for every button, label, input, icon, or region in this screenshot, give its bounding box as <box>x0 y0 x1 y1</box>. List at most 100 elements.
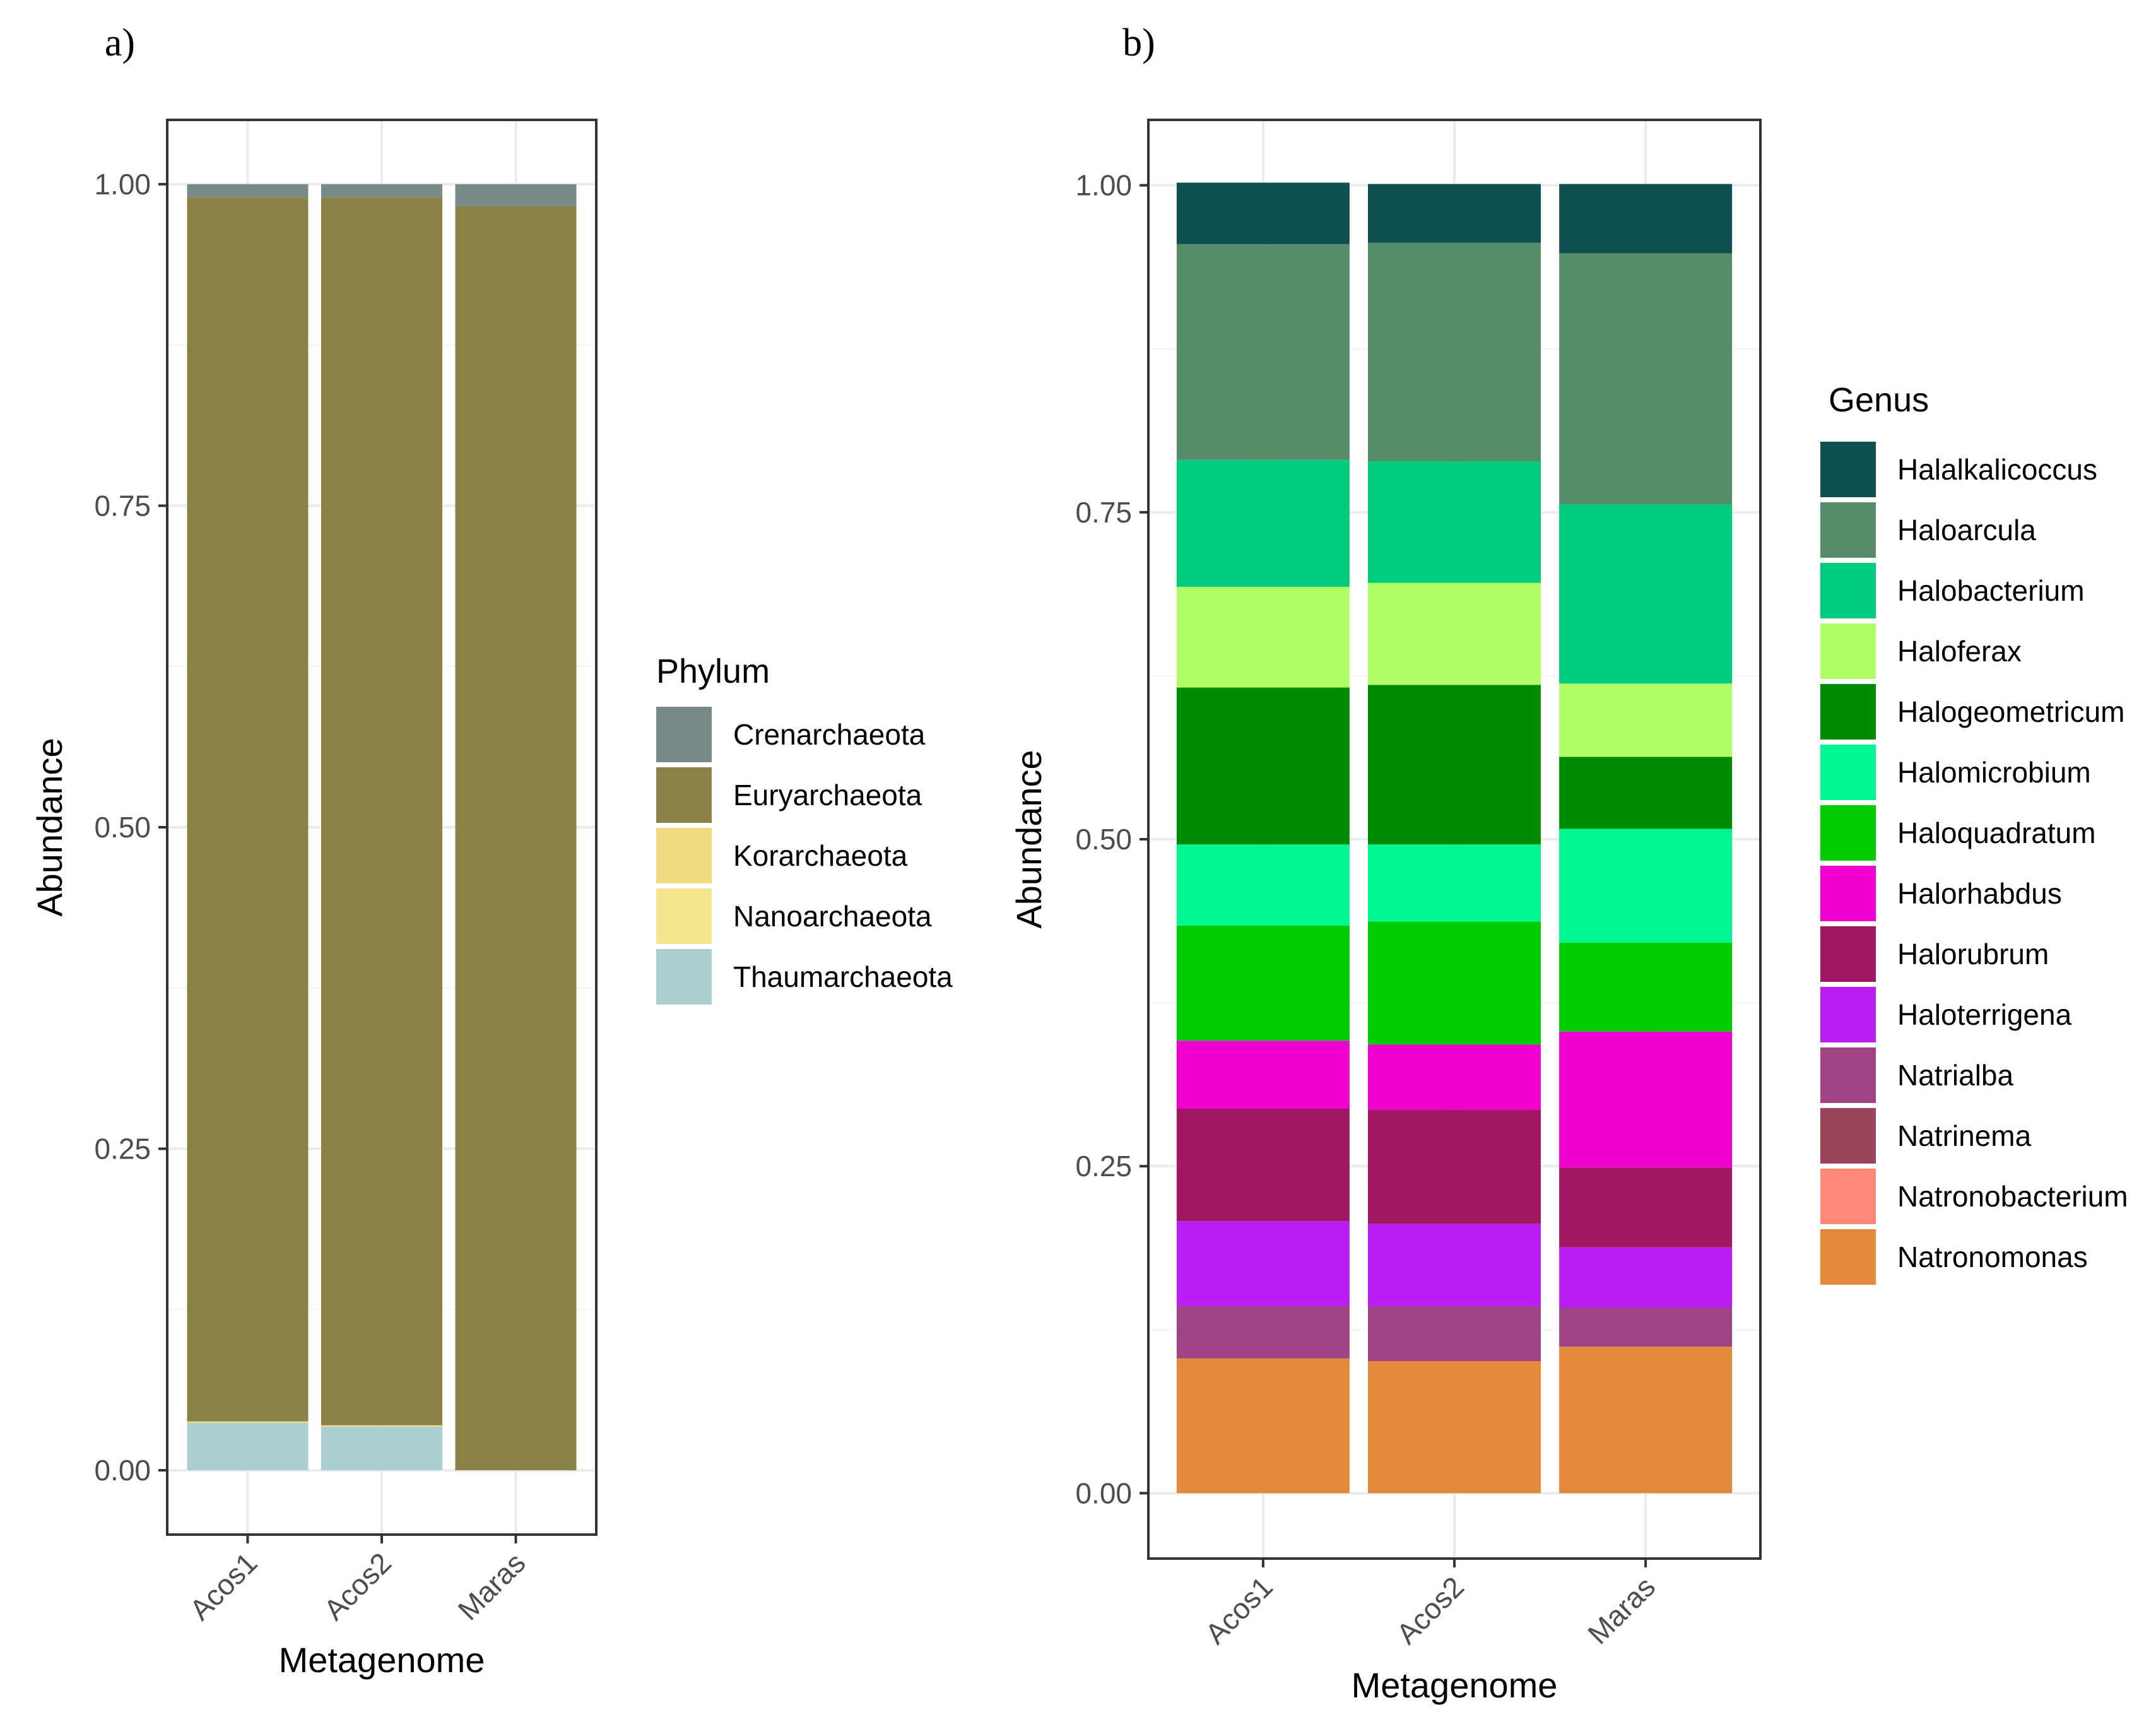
legend-label: Natronobacterium <box>1897 1180 2128 1213</box>
x-tick-label: Acos2 <box>317 1546 398 1626</box>
bar-segment-thaumarchaeota-acos2 <box>321 1426 442 1471</box>
legend-key-natrialba <box>1820 1047 1876 1103</box>
bar-segment-crenarchaeota-maras <box>455 184 577 206</box>
legend-key-halogeometricum <box>1820 684 1876 740</box>
bar-segment-korarchaeota-acos2 <box>321 1425 442 1427</box>
legend-label: Haloarcula <box>1897 514 2036 546</box>
legend-label: Haloquadratum <box>1897 817 2096 849</box>
legend-key-thaumarchaeota <box>656 949 712 1005</box>
legend-key-euryarchaeota <box>656 767 712 823</box>
legend-label: Haloterrigena <box>1897 998 2072 1031</box>
bar-segment-natrialba-maras <box>1559 1307 1733 1347</box>
legend-label: Euryarchaeota <box>733 779 922 811</box>
legend-label: Thaumarchaeota <box>733 960 953 993</box>
legend-label: Halorhabdus <box>1897 877 2062 910</box>
legend-key-natrinema <box>1820 1108 1876 1164</box>
legend-title: Genus <box>1829 381 1929 419</box>
legend-label: Halorubrum <box>1897 938 2049 970</box>
bar-segment-haloquadratum-maras <box>1559 942 1733 1032</box>
bar-segment-halogeometricum-maras <box>1559 757 1733 829</box>
bar-segment-halalkalicoccus-acos1 <box>1176 182 1350 244</box>
bar-segment-haloterrigena-acos1 <box>1176 1221 1350 1306</box>
legend-label: Halomicrobium <box>1897 756 2091 789</box>
x-axis-title: Metagenome <box>279 1640 485 1680</box>
x-tick-label: Maras <box>451 1546 531 1626</box>
bar-segment-halalkalicoccus-acos2 <box>1368 184 1541 243</box>
legend-label: Natronomonas <box>1897 1241 2088 1273</box>
legend-label: Haloferax <box>1897 635 2022 668</box>
bar-segment-euryarchaeota-acos2 <box>321 197 442 1425</box>
x-tick-label: Acos1 <box>1199 1570 1279 1650</box>
bar-segment-natrialba-acos2 <box>1368 1306 1541 1362</box>
bar-segment-halogeometricum-acos1 <box>1176 687 1350 845</box>
legend-key-korarchaeota <box>656 828 712 883</box>
legend-key-halalkalicoccus <box>1820 442 1876 497</box>
panel-label: a) <box>105 21 135 64</box>
panel-label: b) <box>1122 21 1155 64</box>
legend-key-halorhabdus <box>1820 866 1876 921</box>
bar-segment-natronomonas-acos1 <box>1176 1358 1350 1494</box>
legend-key-halorubrum <box>1820 926 1876 982</box>
y-tick-label: 1.00 <box>94 168 151 201</box>
bar-segment-natrialba-acos1 <box>1176 1306 1350 1359</box>
bar-segment-thaumarchaeota-acos1 <box>187 1422 309 1471</box>
legend-key-haloarcula <box>1820 502 1876 558</box>
legend-label: Nanoarchaeota <box>733 900 932 933</box>
bar-segment-haloferax-acos2 <box>1368 582 1541 685</box>
legend-label: Halobacterium <box>1897 574 2085 607</box>
bar-segment-halalkalicoccus-maras <box>1559 184 1733 254</box>
y-tick-label: 0.75 <box>1075 496 1132 529</box>
bar-segment-natronomonas-acos2 <box>1368 1361 1541 1494</box>
legend-key-crenarchaeota <box>656 707 712 762</box>
legend-key-halobacterium <box>1820 563 1876 618</box>
y-tick-label: 0.75 <box>94 489 151 522</box>
bar-segment-halorubrum-acos1 <box>1176 1108 1350 1222</box>
legend-label: Halalkalicoccus <box>1897 453 2097 486</box>
bar-segment-halorhabdus-maras <box>1559 1031 1733 1168</box>
bar-segment-haloterrigena-acos2 <box>1368 1224 1541 1306</box>
legend-key-natronomonas <box>1820 1229 1876 1285</box>
y-tick-label: 0.25 <box>1075 1150 1132 1182</box>
bar-segment-halobacterium-maras <box>1559 504 1733 684</box>
legend-title: Phylum <box>656 652 770 690</box>
bar-segment-haloferax-acos1 <box>1176 586 1350 688</box>
bar-segment-natronomonas-maras <box>1559 1347 1733 1494</box>
legend-label: Natrinema <box>1897 1119 2032 1152</box>
y-axis-title: Abundance <box>30 738 69 916</box>
bar-segment-crenarchaeota-acos2 <box>321 184 442 198</box>
bar-segment-haloterrigena-maras <box>1559 1247 1733 1308</box>
y-tick-label: 0.25 <box>94 1133 151 1165</box>
bar-segment-halorhabdus-acos2 <box>1368 1044 1541 1111</box>
y-tick-label: 0.50 <box>1075 823 1132 856</box>
panel-a-phylum: a) 0.00 0.25 0.50 0.75 1.00 Acos1 Acos2 Maras Met… <box>30 21 953 1680</box>
y-axis-title: Abundance <box>1009 750 1049 928</box>
bar-segment-euryarchaeota-maras <box>455 206 577 1471</box>
y-tick-label: 1.00 <box>1075 169 1132 202</box>
x-axis-title: Metagenome <box>1352 1665 1558 1705</box>
bar-segment-halomicrobium-acos1 <box>1176 844 1350 926</box>
bar-segment-haloarcula-acos1 <box>1176 244 1350 460</box>
x-tick-label: Acos1 <box>183 1546 263 1626</box>
y-tick-label: 0.50 <box>94 811 151 844</box>
y-tick-label: 0.00 <box>1075 1477 1132 1509</box>
x-tick-label: Acos2 <box>1390 1570 1470 1650</box>
legend-label: Crenarchaeota <box>733 718 926 751</box>
y-tick-label: 0.00 <box>94 1454 151 1487</box>
legend-key-halomicrobium <box>1820 745 1876 800</box>
bar-segment-haloarcula-acos2 <box>1368 242 1541 461</box>
legend-key-nanoarchaeota <box>656 888 712 944</box>
bar-segment-halogeometricum-acos2 <box>1368 685 1541 845</box>
bar-segment-korarchaeota-acos1 <box>187 1421 309 1423</box>
bar-segment-haloquadratum-acos1 <box>1176 925 1350 1041</box>
bar-segment-halorubrum-acos2 <box>1368 1110 1541 1224</box>
legend-label: Halogeometricum <box>1897 695 2124 728</box>
bar-segment-halobacterium-acos2 <box>1368 461 1541 583</box>
bar-segment-halorhabdus-acos1 <box>1176 1041 1350 1109</box>
bar-segment-euryarchaeota-acos1 <box>187 197 309 1422</box>
bar-segment-halomicrobium-acos2 <box>1368 844 1541 922</box>
legend-label: Korarchaeota <box>733 839 908 872</box>
bar-segment-halorubrum-maras <box>1559 1167 1733 1247</box>
bar-segment-halomicrobium-maras <box>1559 829 1733 943</box>
bar-segment-crenarchaeota-acos1 <box>187 184 309 198</box>
